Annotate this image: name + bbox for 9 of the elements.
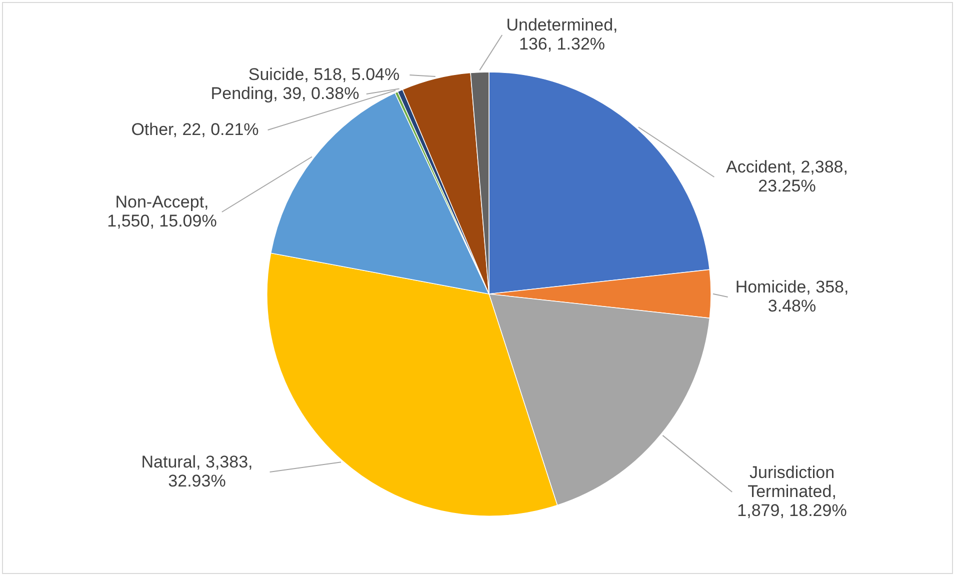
slice-label: Non-Accept, 1,550, 15.09% bbox=[107, 192, 217, 230]
slice-label: Suicide, 518, 5.04% bbox=[248, 65, 400, 84]
slice-label: Homicide, 358, 3.48% bbox=[735, 278, 849, 316]
slice-label: Natural, 3,383, 32.93% bbox=[141, 452, 253, 490]
slice-label: Pending, 39, 0.38% bbox=[210, 84, 360, 103]
slice-label: Jurisdiction Terminated, 1,879, 18.29% bbox=[737, 463, 847, 520]
slice-label: Other, 22, 0.21% bbox=[131, 120, 259, 139]
slice-label: Accident, 2,388, 23.25% bbox=[726, 158, 848, 196]
slice-label: Undetermined, 136, 1.32% bbox=[506, 16, 618, 54]
